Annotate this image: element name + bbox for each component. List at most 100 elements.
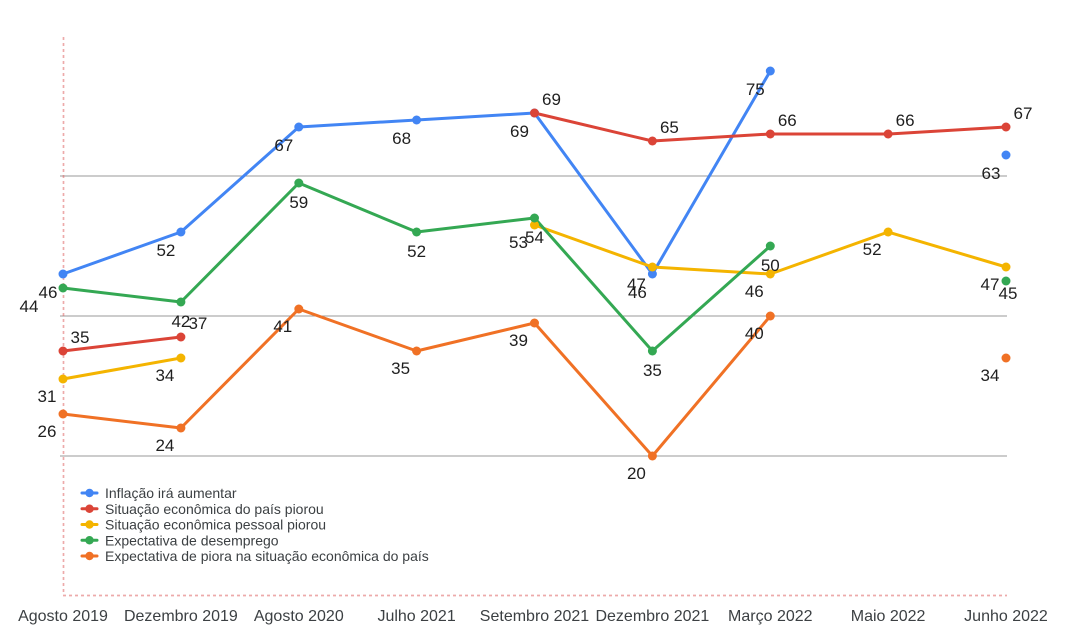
legend-item-4: Expectativa de piora na situação econômi…	[80, 548, 429, 564]
data-point-s2-c8[interactable]	[1001, 262, 1011, 272]
legend-marker-dot-icon	[85, 520, 94, 529]
data-label-s0-c0: 46	[39, 283, 58, 302]
data-label-s3-c3: 52	[407, 242, 426, 261]
data-label-s4-c2: 41	[273, 317, 292, 336]
data-point-s2-c5[interactable]	[647, 262, 657, 272]
legend-marker-dot-icon	[85, 504, 94, 513]
data-label-s3-c5: 35	[643, 361, 662, 380]
data-point-s2-c0[interactable]	[58, 374, 68, 384]
data-label-s0-c8: 63	[982, 164, 1001, 183]
x-axis-label-3: Julho 2021	[377, 608, 455, 625]
data-label-s2-c1: 34	[155, 366, 174, 385]
data-label-s1-c6: 66	[778, 111, 797, 130]
legend-label-4: Expectativa de piora na situação econômi…	[105, 548, 429, 564]
data-label-s4-c4: 39	[509, 331, 528, 350]
data-point-s3-c8[interactable]	[1001, 276, 1011, 286]
legend-marker-dot-icon	[85, 536, 94, 545]
data-point-s4-c2[interactable]	[294, 304, 304, 314]
data-label-s0-c1: 52	[156, 241, 175, 260]
data-label-s3-c4: 54	[525, 228, 544, 247]
legend-item-3: Expectativa de desemprego	[80, 532, 279, 548]
data-point-s2-c6[interactable]	[765, 269, 775, 279]
legend-item-0: Inflação irá aumentar	[80, 485, 237, 501]
data-label-s3-c1: 42	[171, 312, 190, 331]
data-label-s1-c7: 66	[896, 111, 915, 130]
data-label-s2-c7: 52	[863, 240, 882, 259]
data-point-s1-c8[interactable]	[1001, 122, 1011, 132]
data-label-s1-c4: 69	[542, 90, 561, 109]
data-point-s2-c1[interactable]	[176, 353, 186, 363]
legend-label-0: Inflação irá aumentar	[105, 485, 237, 501]
legend-marker-dot-icon	[85, 551, 94, 561]
data-point-s1-c5[interactable]	[647, 136, 657, 146]
data-label-s3-c8: 45	[999, 284, 1018, 303]
x-axis-label-7: Maio 2022	[851, 608, 926, 625]
data-label-s4-c8: 34	[981, 366, 1000, 385]
data-point-s4-c6[interactable]	[765, 311, 775, 321]
data-point-s3-c2[interactable]	[294, 178, 304, 188]
x-axis-label-4: Setembro 2021	[480, 608, 590, 625]
data-point-s2-c4[interactable]	[530, 220, 539, 230]
data-label-s2-c4: 53	[509, 233, 528, 252]
data-point-s3-c6[interactable]	[765, 241, 775, 251]
data-point-s2-c7[interactable]	[883, 227, 893, 237]
data-label-s2-c6: 46	[745, 282, 764, 301]
data-point-s0-c8[interactable]	[1001, 150, 1011, 160]
x-axis-label-8: Junho 2022	[964, 608, 1048, 625]
data-point-s4-c8[interactable]	[1001, 353, 1011, 363]
data-point-s4-c1[interactable]	[176, 423, 186, 433]
data-label-s0-c6: 75	[746, 80, 765, 99]
data-point-s0-c2[interactable]	[294, 122, 304, 132]
data-point-s3-c4[interactable]	[530, 213, 539, 223]
data-point-s4-c4[interactable]	[530, 318, 539, 328]
x-axis-label-5: Dezembro 2021	[595, 608, 709, 625]
data-label-s1-c5: 65	[660, 118, 679, 137]
data-point-s1-c1[interactable]	[176, 332, 186, 342]
data-point-s1-c7[interactable]	[883, 129, 893, 139]
data-label-s4-c5: 20	[627, 464, 646, 483]
data-label-s3-c2: 59	[289, 193, 308, 212]
data-point-s4-c5[interactable]	[647, 451, 657, 461]
data-label-s4-c6: 40	[745, 324, 764, 343]
data-point-s0-c3[interactable]	[412, 115, 422, 125]
data-label-s4-c3: 35	[391, 359, 410, 378]
x-axis-label-6: Março 2022	[728, 608, 813, 625]
data-label-s0-c4: 69	[510, 122, 529, 141]
data-point-s0-c0[interactable]	[58, 269, 68, 279]
legend-marker-dot-icon	[85, 488, 94, 498]
data-label-s3-c0: 44	[20, 297, 39, 316]
data-label-s1-c8: 67	[1014, 104, 1033, 123]
x-axis-label-2: Agosto 2020	[254, 608, 344, 625]
data-point-s3-c0[interactable]	[58, 283, 68, 293]
legend-label-2: Situação econômica pessoal piorou	[105, 517, 326, 533]
data-point-s3-c5[interactable]	[647, 346, 657, 356]
data-label-s4-c1: 24	[155, 436, 174, 455]
data-point-s1-c4[interactable]	[530, 108, 539, 118]
data-point-s4-c0[interactable]	[58, 409, 68, 419]
data-point-s0-c5[interactable]	[647, 269, 657, 279]
data-label-s3-c6: 50	[761, 256, 780, 275]
data-label-s0-c5: 46	[628, 283, 647, 302]
data-point-s0-c1[interactable]	[176, 227, 186, 237]
data-point-s1-c0[interactable]	[58, 346, 68, 356]
data-point-s3-c3[interactable]	[412, 227, 422, 237]
data-label-s2-c8: 47	[981, 275, 1000, 294]
data-point-s3-c1[interactable]	[176, 297, 186, 307]
data-label-s2-c5: 47	[627, 275, 646, 294]
x-axis-label-0: Agosto 2019	[18, 608, 108, 625]
data-label-s1-c1: 37	[188, 314, 207, 333]
data-label-s1-c0: 35	[71, 328, 90, 347]
data-point-s1-c6[interactable]	[765, 129, 775, 139]
legend-item-1: Situação econômica do país piorou	[80, 501, 324, 517]
data-point-s4-c3[interactable]	[412, 346, 422, 356]
legend-item-2: Situação econômica pessoal piorou	[80, 517, 326, 533]
legend-label-1: Situação econômica do país piorou	[105, 501, 324, 517]
data-label-s4-c0: 26	[38, 422, 57, 441]
data-label-s2-c0: 31	[38, 387, 57, 406]
data-label-s0-c3: 68	[392, 129, 411, 148]
data-point-s0-c6[interactable]	[765, 66, 775, 76]
x-axis-label-1: Dezembro 2019	[124, 608, 238, 625]
